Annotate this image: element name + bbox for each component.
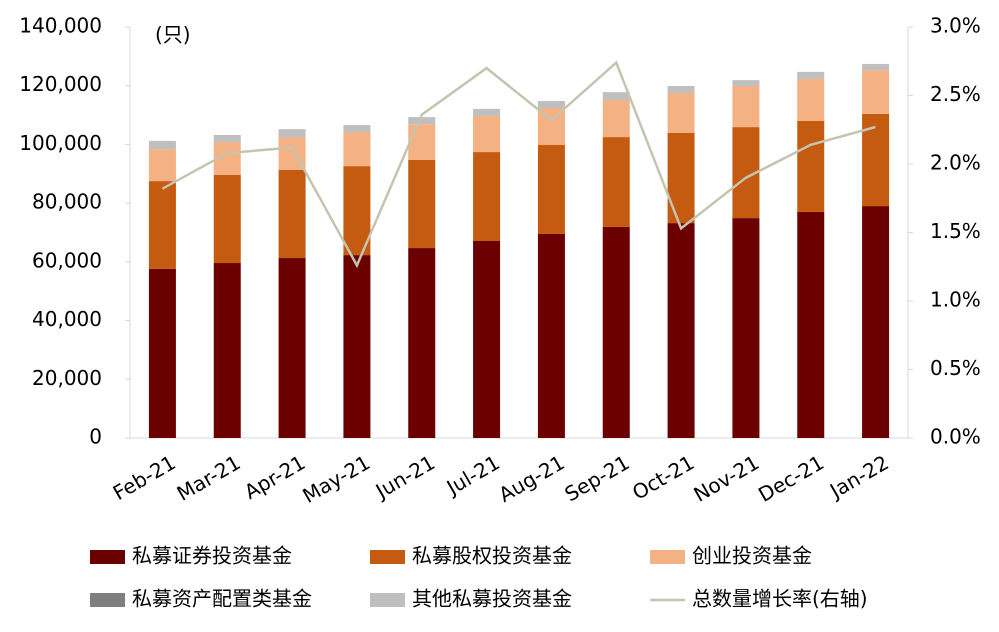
y-tick-label: 40,000 [32,307,102,331]
bar-segment [797,120,825,212]
bar-segment [732,218,760,438]
y-tick-label: 80,000 [32,190,102,214]
bar-segment [408,248,436,438]
legend-label: 创业投资基金 [692,544,812,568]
bar-segment [473,108,501,116]
bar-segment [408,117,436,125]
legend-swatch [370,550,405,564]
y2-tick-label: 3.0% [930,14,981,38]
x-tick-label: Jan-22 [824,450,893,504]
y-tick-label: 60,000 [32,248,102,272]
bar-segment [473,115,501,153]
bar-segment [797,71,825,79]
y-tick-label: 140,000 [19,14,102,38]
x-tick-label: Oct-21 [628,450,698,504]
bar-segment [797,211,825,438]
x-tick-label: May-21 [298,450,374,508]
legend-swatch [90,593,125,607]
y2-tick-label: 1.0% [930,288,981,312]
bar-segment [213,174,241,264]
legend-swatch [370,593,405,607]
bar-segment [732,80,760,86]
bar-segment [343,125,371,133]
bar-segment [473,152,501,242]
bar-segment [148,140,176,150]
x-tick-label: Jun-21 [370,450,439,504]
bar-segment [148,268,176,438]
bar-segment [667,132,695,224]
bar-segment [213,263,241,438]
x-tick-label: Jul-21 [441,450,504,500]
bar-segment [537,100,565,108]
x-tick-label: Dec-21 [754,450,828,506]
legend-label: 私募证券投资基金 [132,544,292,568]
bar-segment [667,93,695,133]
bar-segment [148,149,176,182]
y-tick-label: 0 [89,425,102,449]
bar-segment [602,137,630,227]
y-tick-label: 20,000 [32,366,102,390]
bar-segment [278,129,306,138]
y2-tick-label: 1.5% [930,219,981,243]
legend-label: 其他私募投资基金 [412,587,572,611]
bar-segment [602,100,630,138]
legend-label: 私募资产配置类基金 [132,587,312,611]
growth-line [161,60,876,269]
y-tick-label: 120,000 [19,72,102,96]
legend-swatch [90,550,125,564]
bar-segment [278,258,306,438]
bar-segment [667,85,695,94]
y2-tick-label: 0.0% [930,425,981,449]
y2-tick-label: 2.0% [930,151,981,175]
bar-segment [343,255,371,438]
bar-segment [408,159,436,249]
bar-segment [278,169,306,259]
y2-tick-label: 0.5% [930,356,981,380]
bar-segment [213,135,241,143]
x-tick-label: Sep-21 [561,450,634,506]
bar-segment [732,86,760,128]
bar-segment [862,206,890,438]
bar-segment [408,124,436,160]
bar-segment [473,241,501,438]
bar-segment [862,63,890,71]
bar-segment [797,78,825,121]
bar-segment [862,70,890,114]
bar-segment [537,233,565,438]
x-tick-label: Mar-21 [173,450,245,505]
x-tick-label: Feb-21 [109,450,180,505]
bar-segment [343,132,371,167]
legend-label: 私募股权投资基金 [412,544,572,568]
y2-tick-label: 2.5% [930,82,981,106]
bar-segment [343,166,371,256]
x-tick-label: Aug-21 [495,450,569,507]
bar-segment [602,226,630,438]
unit-label: (只) [155,23,191,47]
bar-segment [602,92,630,101]
legend-label: 总数量增长率(右轴) [692,587,868,611]
x-tick-label: Nov-21 [690,450,764,506]
bar-segment [537,145,565,234]
x-tick-label: Apr-21 [240,450,309,504]
bar-segment [148,181,176,269]
legend-swatch [650,550,685,564]
bar-segment [667,223,695,438]
y-tick-label: 100,000 [19,131,102,155]
